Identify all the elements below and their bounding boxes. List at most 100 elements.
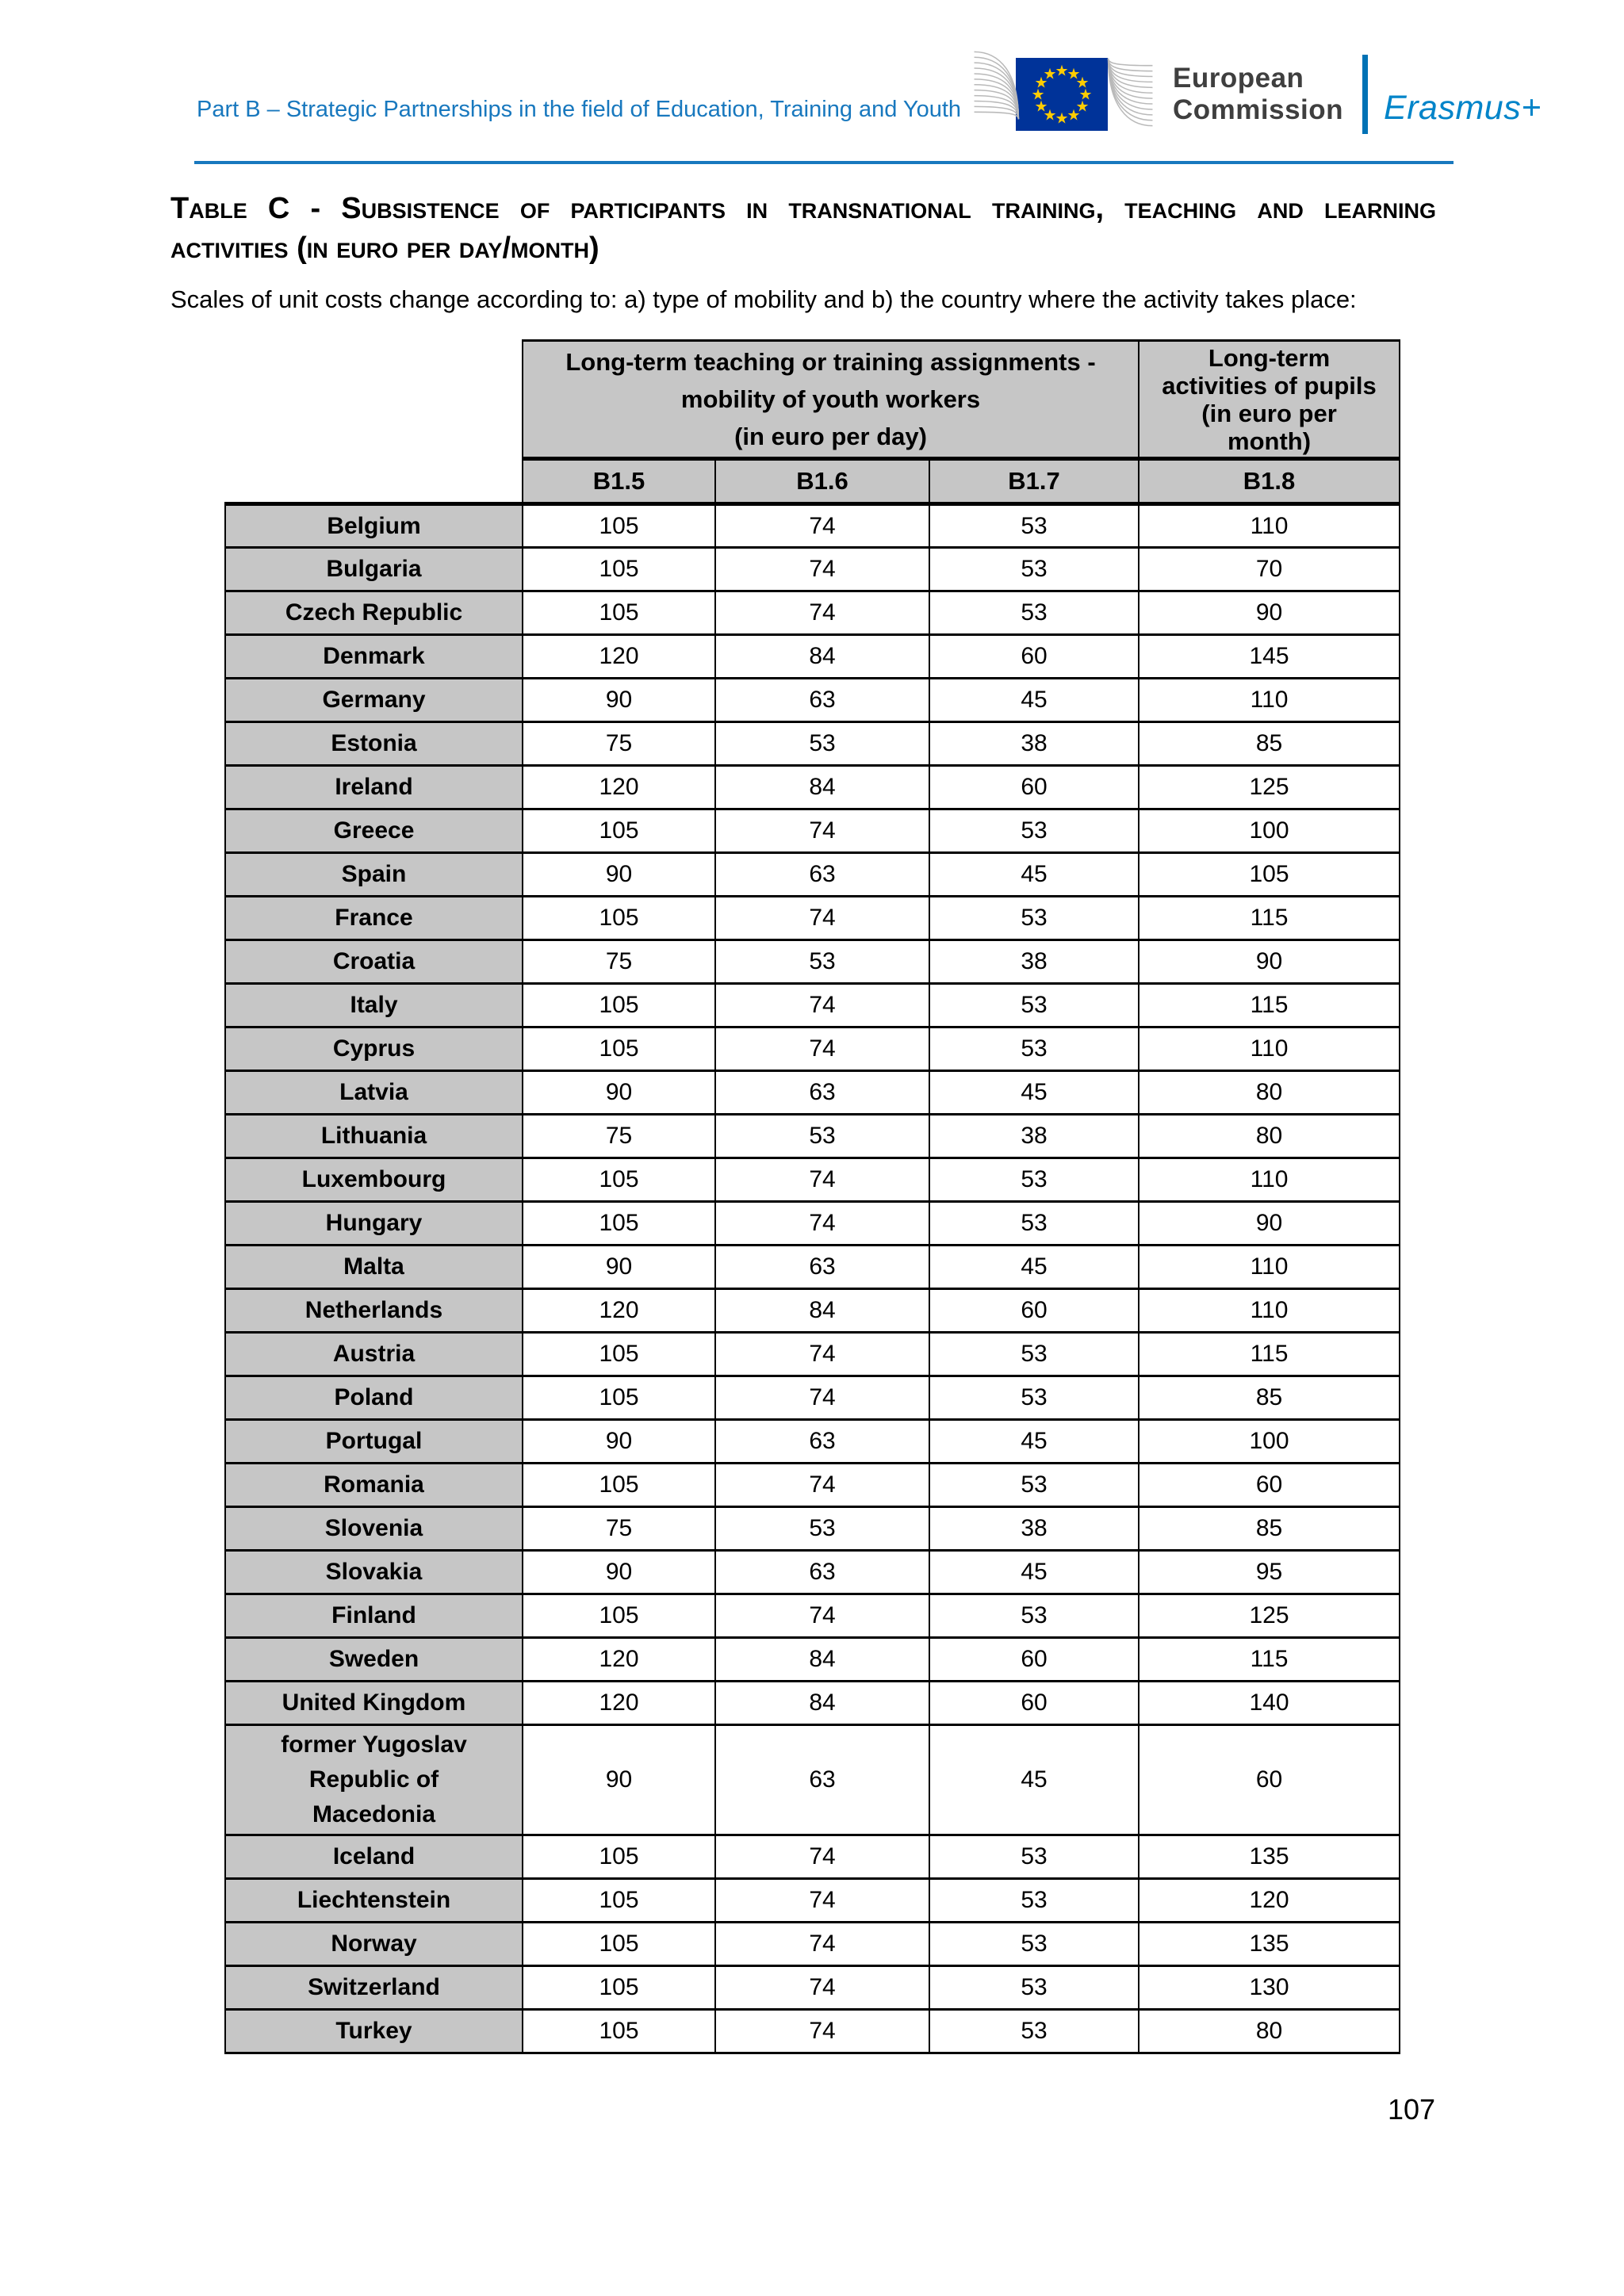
value-cell: 38 <box>928 1506 1140 1552</box>
value-cell: 105 <box>522 546 716 592</box>
value-cell: 60 <box>928 1680 1140 1726</box>
value-cell: 125 <box>1138 1593 1401 1639</box>
value-cell: 95 <box>1138 1549 1401 1595</box>
value-cell: 84 <box>714 1680 930 1726</box>
value-cell: 74 <box>714 1834 930 1880</box>
value-cell: 110 <box>1138 1288 1401 1334</box>
value-cell: 110 <box>1138 1157 1401 1203</box>
value-cell: 105 <box>522 1200 716 1246</box>
value-cell: 53 <box>928 1877 1140 1923</box>
table-row: Slovenia 75 53 38 85 <box>224 1506 1401 1552</box>
table-row: Cyprus 105 74 53 110 <box>224 1026 1401 1072</box>
value-cell: 74 <box>714 2008 930 2054</box>
column-header-b1-7: B1.7 <box>928 457 1140 506</box>
table-row: Czech Republic 105 74 53 90 <box>224 590 1401 636</box>
value-cell: 110 <box>1138 1244 1401 1290</box>
column-header-b1-8: B1.8 <box>1138 457 1401 506</box>
value-cell: 38 <box>928 939 1140 985</box>
table-row: former Yugoslav Republic of Macedonia 90 6… <box>224 1724 1401 1836</box>
logo-institution-name: European Commission <box>1173 63 1343 125</box>
value-cell: 105 <box>522 1462 716 1508</box>
value-cell: 53 <box>714 939 930 985</box>
value-cell: 38 <box>928 1113 1140 1159</box>
value-cell: 63 <box>714 1549 930 1595</box>
logo-institution-line2: Commission <box>1173 94 1344 125</box>
table-row: Malta 90 63 45 110 <box>224 1244 1401 1290</box>
value-cell: 74 <box>714 1462 930 1508</box>
table-row: Romania 105 74 53 60 <box>224 1462 1401 1508</box>
country-cell: Austria <box>224 1331 523 1377</box>
svg-text:★: ★ <box>1031 87 1044 104</box>
subsistence-table: Long-term teaching or training assignmen… <box>224 339 1401 2054</box>
value-cell: 105 <box>522 503 716 549</box>
value-cell: 115 <box>1138 1331 1401 1377</box>
value-cell: 74 <box>714 1157 930 1203</box>
value-cell: 110 <box>1138 503 1401 549</box>
country-cell: Belgium <box>224 503 523 549</box>
value-cell: 45 <box>928 1070 1140 1115</box>
country-cell: Lithuania <box>224 1113 523 1159</box>
european-commission-logo: ★ ★ ★ ★ ★ ★ ★ ★ ★ ★ ★ ★ European Commission Erasmus… <box>971 46 1542 143</box>
country-cell: Poland <box>224 1375 523 1421</box>
country-cell: Italy <box>224 982 523 1028</box>
value-cell: 90 <box>522 1549 716 1595</box>
country-cell: former Yugoslav Republic of Macedonia <box>224 1724 523 1836</box>
page-title: Table C - Subsistence of participants in… <box>170 189 1436 268</box>
value-cell: 45 <box>928 1244 1140 1290</box>
country-cell: Latvia <box>224 1070 523 1115</box>
country-cell: France <box>224 895 523 941</box>
value-cell: 53 <box>928 1834 1140 1880</box>
value-cell: 100 <box>1138 808 1401 854</box>
value-cell: 140 <box>1138 1680 1401 1726</box>
value-cell: 60 <box>928 764 1140 810</box>
group-header-mobility: Long-term teaching or training assignmen… <box>521 339 1140 461</box>
table-row: Estonia 75 53 38 85 <box>224 721 1401 767</box>
table-row: Norway 105 74 53 135 <box>224 1921 1401 1967</box>
value-cell: 63 <box>714 851 930 897</box>
breadcrumb: Part B – Strategic Partnerships in the f… <box>197 97 962 122</box>
value-cell: 90 <box>522 851 716 897</box>
value-cell: 53 <box>928 1375 1140 1421</box>
value-cell: 53 <box>714 1506 930 1552</box>
table-row: Hungary 105 74 53 90 <box>224 1200 1401 1246</box>
value-cell: 105 <box>522 1157 716 1203</box>
value-cell: 38 <box>928 721 1140 767</box>
value-cell: 60 <box>1138 1724 1401 1836</box>
value-cell: 85 <box>1138 721 1401 767</box>
value-cell: 60 <box>1138 1462 1401 1508</box>
value-cell: 75 <box>522 1506 716 1552</box>
value-cell: 84 <box>714 1636 930 1682</box>
value-cell: 100 <box>1138 1418 1401 1464</box>
value-cell: 53 <box>928 982 1140 1028</box>
value-cell: 105 <box>522 1877 716 1923</box>
value-cell: 85 <box>1138 1506 1401 1552</box>
value-cell: 53 <box>928 1331 1140 1377</box>
table-stub-cell <box>225 340 523 506</box>
value-cell: 45 <box>928 1549 1140 1595</box>
value-cell: 115 <box>1138 982 1401 1028</box>
table-row: Liechtenstein 105 74 53 120 <box>224 1877 1401 1923</box>
svg-text:★: ★ <box>1075 75 1089 92</box>
value-cell: 53 <box>928 503 1140 549</box>
value-cell: 53 <box>928 2008 1140 2054</box>
table-row: Luxembourg 105 74 53 110 <box>224 1157 1401 1203</box>
country-cell: Spain <box>224 851 523 897</box>
value-cell: 74 <box>714 1200 930 1246</box>
value-cell: 105 <box>522 1331 716 1377</box>
svg-text:★: ★ <box>1067 67 1080 83</box>
value-cell: 74 <box>714 895 930 941</box>
header-rule <box>194 161 1454 164</box>
value-cell: 80 <box>1138 1070 1401 1115</box>
value-cell: 90 <box>1138 590 1401 636</box>
country-cell: Switzerland <box>224 1965 523 2011</box>
value-cell: 84 <box>714 633 930 679</box>
value-cell: 105 <box>522 1965 716 2011</box>
value-cell: 74 <box>714 1331 930 1377</box>
value-cell: 105 <box>522 590 716 636</box>
value-cell: 53 <box>928 1965 1140 2011</box>
value-cell: 75 <box>522 1113 716 1159</box>
country-cell: Bulgaria <box>224 546 523 592</box>
table-row: Bulgaria 105 74 53 70 <box>224 546 1401 592</box>
value-cell: 110 <box>1138 1026 1401 1072</box>
svg-text:★: ★ <box>1034 75 1048 92</box>
